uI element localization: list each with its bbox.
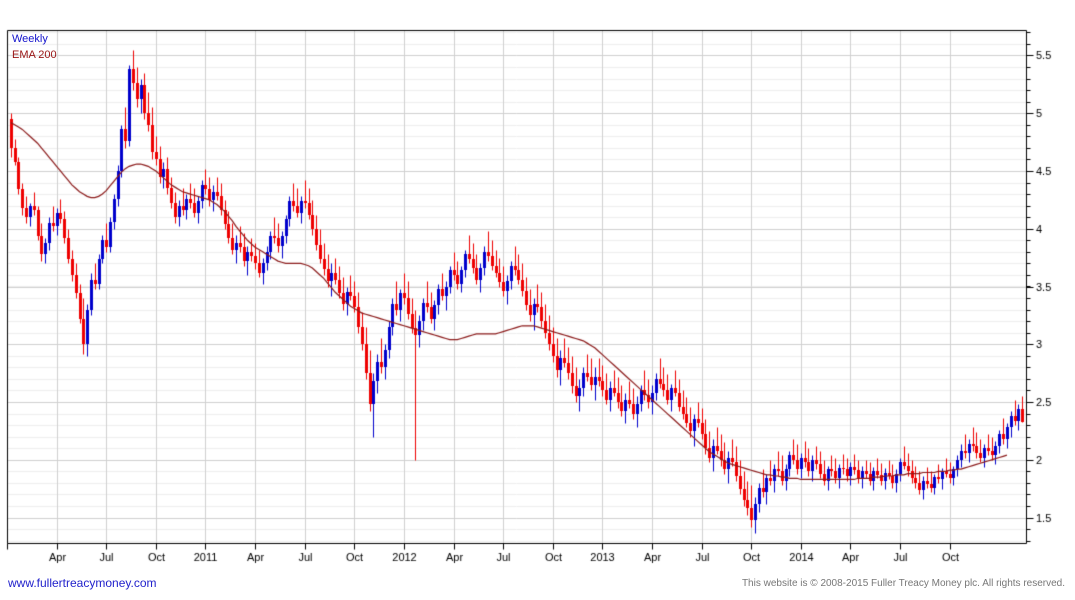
copyright-notice: This website is © 2008-2015 Fuller Treac…	[741, 578, 1065, 589]
legend-periodicity: Weekly	[12, 33, 48, 45]
chart-plot-area[interactable]: Weekly EMA 200	[0, 0, 1075, 570]
candlestick-canvas[interactable]	[0, 0, 1075, 570]
site-url[interactable]: www.fullertreacymoney.com	[8, 576, 157, 590]
legend-ema-200: EMA 200	[12, 49, 57, 61]
